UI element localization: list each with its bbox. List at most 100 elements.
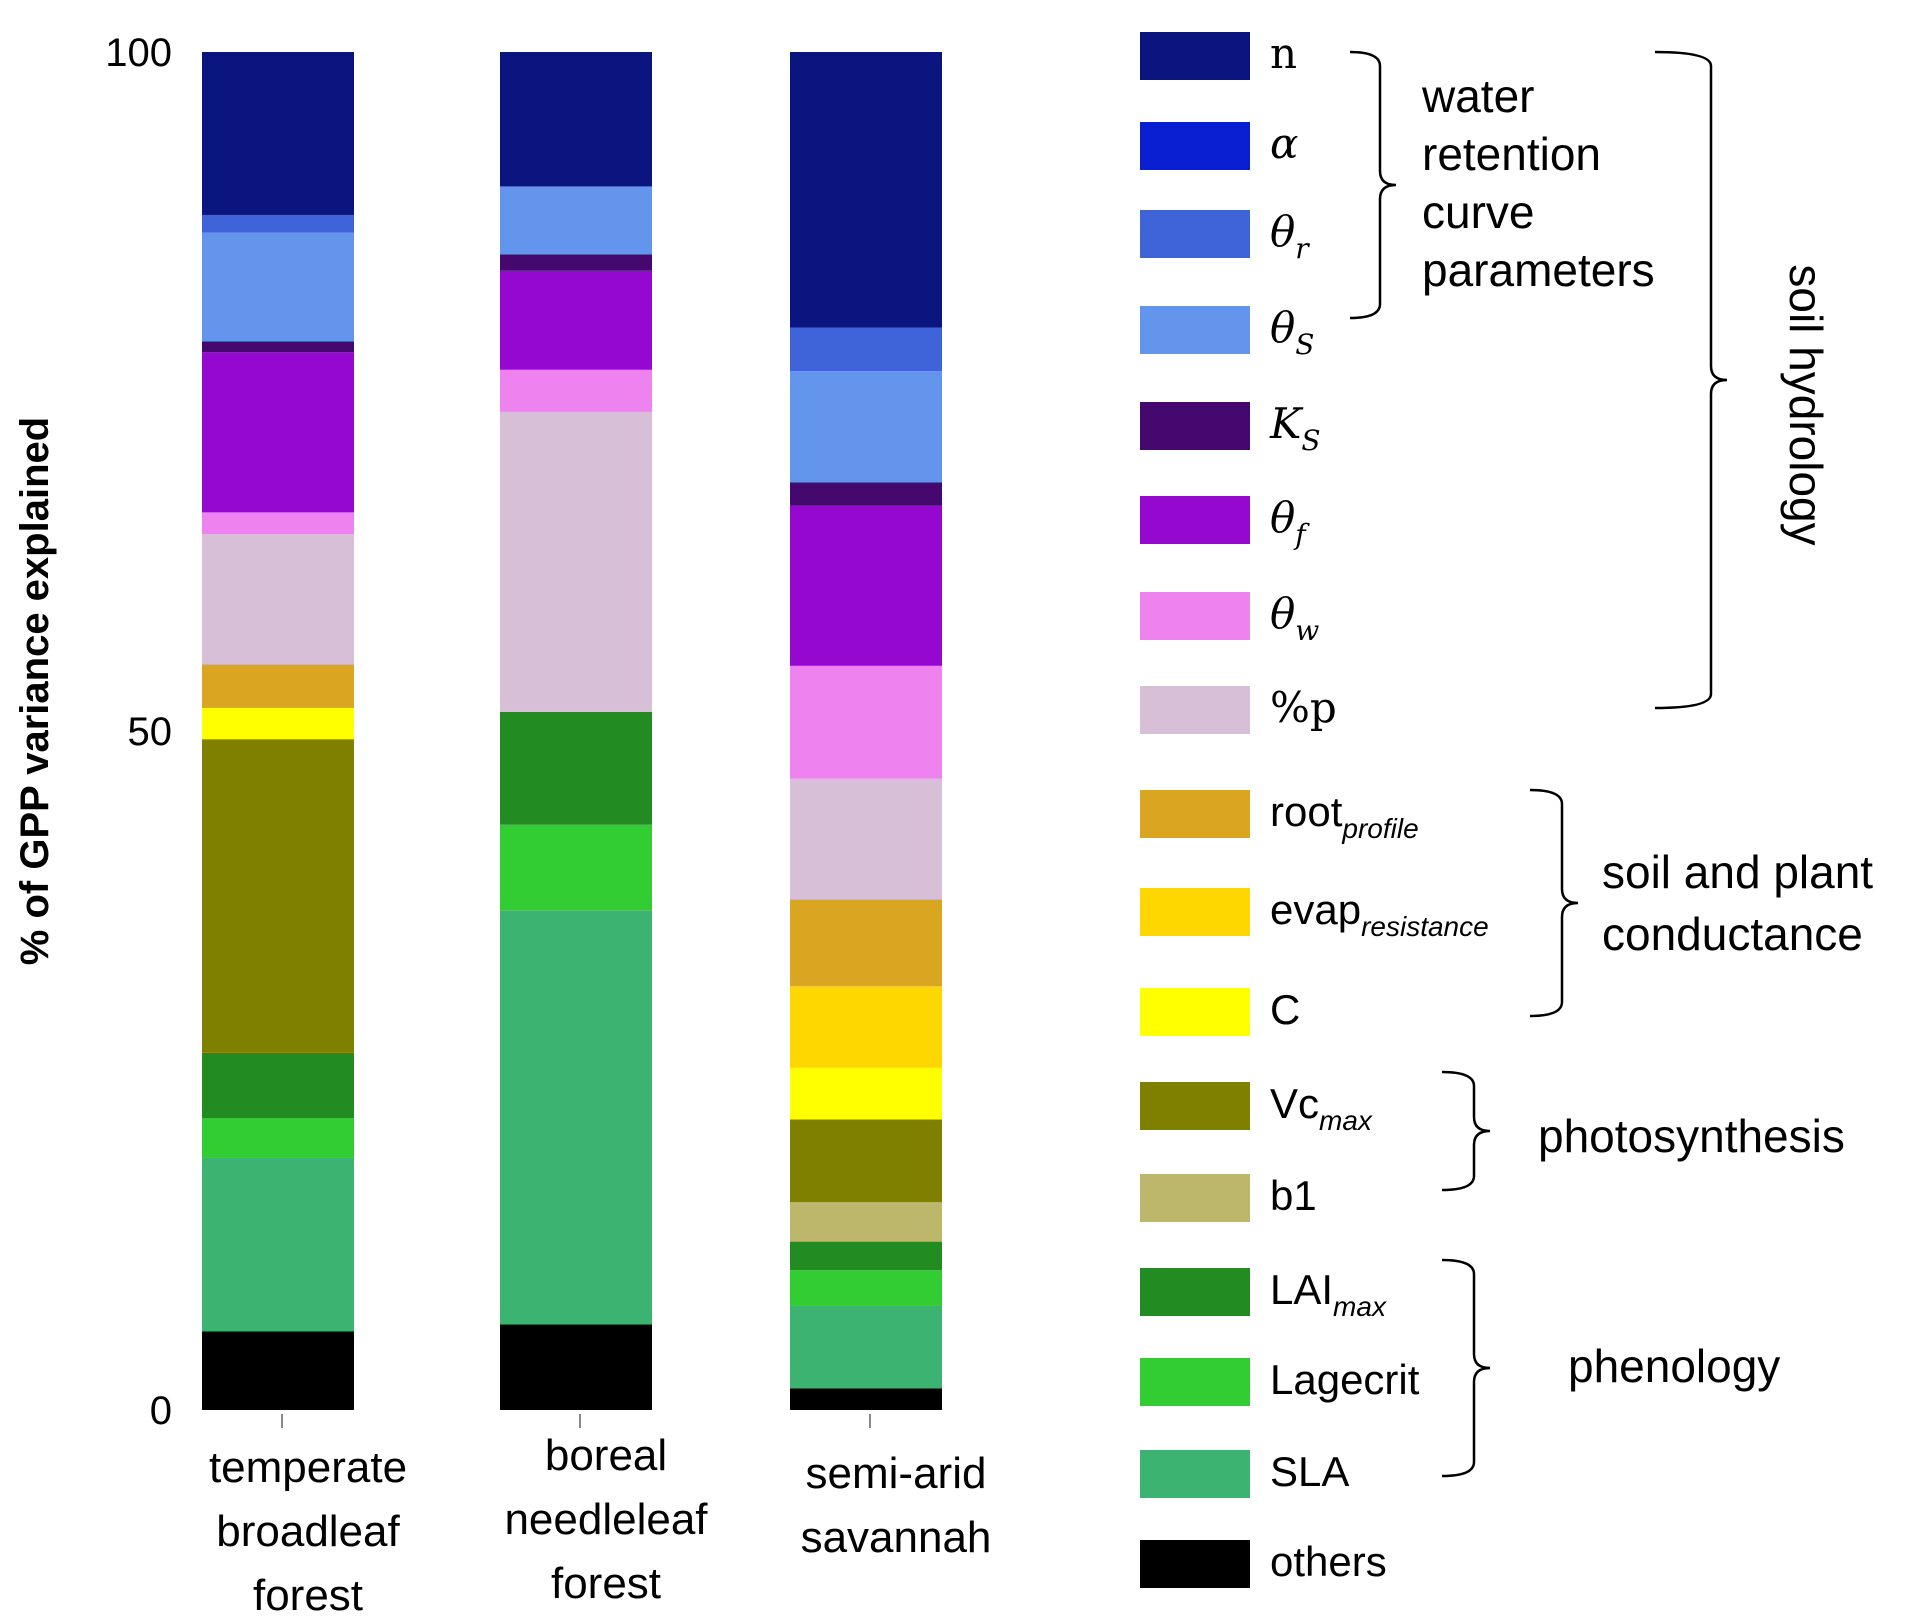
legend-layer: nα θr θS KS θf θw %p rootprofile evapresistance C… xyxy=(1140,29,1489,1588)
bar-segment-SLA xyxy=(790,1305,942,1389)
legend-label-theta_r: θr xyxy=(1270,207,1310,265)
legend-label-others: others xyxy=(1270,1538,1387,1585)
bar-segment-Lagecrit xyxy=(500,824,652,911)
bar-segment-LAImax xyxy=(500,711,652,825)
legend-swatch-Lagecrit xyxy=(1140,1358,1250,1406)
legend-label-theta_w: θw xyxy=(1270,589,1319,647)
y-tick-label: 50 xyxy=(128,710,173,754)
bars-layer: temperate broadleaf forest boreal needleleaf… xyxy=(202,52,991,1617)
bar-segment-theta_w xyxy=(790,665,942,779)
bar-segment-theta_r xyxy=(202,214,354,233)
category-label: boreal xyxy=(545,1431,667,1480)
brace-soil-plant xyxy=(1529,788,1579,1018)
legend-swatch-theta_r xyxy=(1140,210,1250,258)
bar-segment-SLA xyxy=(500,910,652,1325)
legend-label-Lagecrit: Lagecrit xyxy=(1270,1356,1420,1403)
legend-swatch-others xyxy=(1140,1540,1250,1588)
legend-label-theta_f: θf xyxy=(1270,493,1310,551)
legend-label-alpha: α xyxy=(1270,119,1298,168)
legend-swatch-b1 xyxy=(1140,1174,1250,1222)
bar-segment-theta_f xyxy=(500,270,652,370)
legend-swatch-root_profile xyxy=(1140,790,1250,838)
bar-segment-C xyxy=(202,707,354,740)
bar-segment-K_s xyxy=(790,482,942,506)
legend-swatch-n xyxy=(1140,32,1250,80)
bar-segment-SLA xyxy=(202,1157,354,1332)
bar-segment-n xyxy=(790,52,942,328)
bar-segment-root_profile xyxy=(790,899,942,987)
legend-label-C: C xyxy=(1270,986,1300,1033)
group-label-soil-plant: soil and plant xyxy=(1602,846,1873,898)
bar-segment-theta_r xyxy=(790,327,942,372)
bar-segment-K_s xyxy=(500,254,652,271)
bar-segment-K_s xyxy=(202,341,354,353)
legend-label-n: n xyxy=(1270,29,1297,78)
group-label-soil-hydrology: soil hydrology xyxy=(1780,264,1832,545)
group-label-water-retention: water xyxy=(1421,70,1534,122)
y-tick-label: 0 xyxy=(150,1389,172,1433)
group-label-photosynthesis: photosynthesis xyxy=(1538,1110,1845,1162)
bar-segment-C xyxy=(790,1067,942,1120)
bar-segment-Vcmax xyxy=(202,739,354,1053)
bar-segment-LAImax xyxy=(790,1241,942,1271)
group-label-soil-plant: conductance xyxy=(1602,908,1863,960)
category-label: forest xyxy=(253,1571,363,1617)
legend-label-LAImax: LAImax xyxy=(1270,1266,1387,1322)
legend-swatch-theta_w xyxy=(1140,592,1250,640)
legend-swatch-K_s xyxy=(1140,402,1250,450)
axis-layer: 0 50 100 % of GPP variance explained xyxy=(13,31,172,1433)
legend-label-K_s: KS xyxy=(1269,399,1321,457)
category-label: needleleaf xyxy=(504,1495,708,1544)
bar-segment-others xyxy=(202,1331,354,1410)
legend-swatch-SLA xyxy=(1140,1450,1250,1498)
legend-label-evap_resistance: evapresistance xyxy=(1270,886,1489,942)
bar-segment-others xyxy=(790,1388,942,1410)
group-label-phenology: phenology xyxy=(1568,1340,1780,1392)
legend-swatch-C xyxy=(1140,988,1250,1036)
legend-label-Vcmax: Vcmax xyxy=(1270,1080,1373,1136)
legend-label-SLA: SLA xyxy=(1270,1448,1349,1495)
legend-swatch-alpha xyxy=(1140,122,1250,170)
bar-segment-p xyxy=(790,778,942,900)
category-label: semi-arid xyxy=(806,1449,987,1498)
bar-segment-b1 xyxy=(790,1202,942,1242)
legend-swatch-evap_resistance xyxy=(1140,888,1250,936)
bar-segment-Lagecrit xyxy=(202,1118,354,1158)
legend-swatch-p xyxy=(1140,686,1250,734)
bar-segment-root_profile xyxy=(202,664,354,708)
bar-segment-theta_f xyxy=(202,352,354,513)
bar-segment-theta_s xyxy=(500,186,652,255)
brace-soil-hydrology xyxy=(1654,50,1728,710)
legend-swatch-Vcmax xyxy=(1140,1082,1250,1130)
brace-water-retention xyxy=(1349,50,1397,320)
brace-phenology xyxy=(1441,1258,1491,1478)
bar-segment-theta_w xyxy=(202,512,354,535)
legend-label-root_profile: rootprofile xyxy=(1270,788,1419,844)
bar-segment-n xyxy=(202,52,354,215)
bar-segment-theta_s xyxy=(790,371,942,483)
legend-label-b1: b1 xyxy=(1270,1172,1317,1219)
group-label-water-retention: curve xyxy=(1422,186,1534,238)
category-label: temperate xyxy=(209,1443,407,1492)
bar-segment-others xyxy=(500,1324,652,1410)
group-label-water-retention: parameters xyxy=(1422,244,1655,296)
legend-swatch-theta_f xyxy=(1140,496,1250,544)
bar-segment-theta_f xyxy=(790,505,942,666)
bar-segment-Lagecrit xyxy=(790,1270,942,1306)
bar-segment-p xyxy=(202,534,354,665)
groups-layer: water retention curve parameters soil hydrol… xyxy=(1349,50,1873,1478)
bar-segment-LAImax xyxy=(202,1052,354,1119)
category-label: broadleaf xyxy=(216,1507,400,1556)
brace-photosynthesis xyxy=(1441,1070,1491,1192)
bar-segment-p xyxy=(500,411,652,712)
bar-segment-evap_resistance xyxy=(790,986,942,1068)
category-label: savannah xyxy=(801,1513,992,1562)
group-label-water-retention: retention xyxy=(1422,128,1601,180)
legend-swatch-LAImax xyxy=(1140,1268,1250,1316)
legend-label-p: %p xyxy=(1270,683,1337,732)
bar-segment-n xyxy=(500,52,652,187)
legend-swatch-theta_s xyxy=(1140,306,1250,354)
y-tick-label: 100 xyxy=(105,31,172,75)
bar-segment-theta_w xyxy=(500,369,652,412)
